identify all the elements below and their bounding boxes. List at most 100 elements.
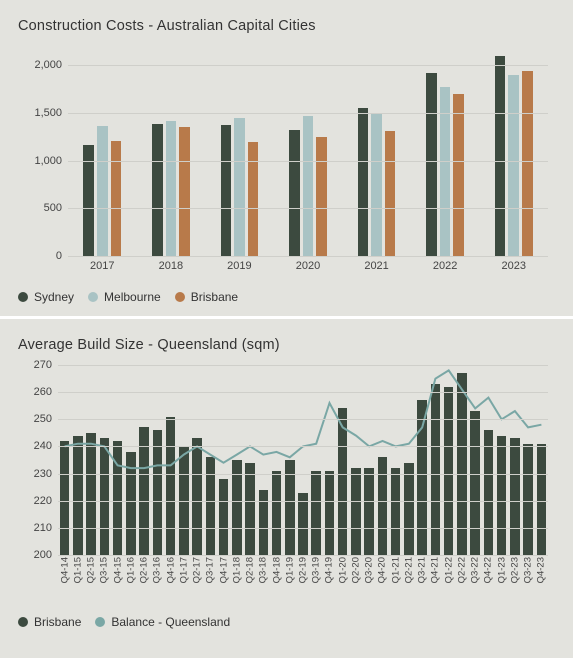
chart1-bar: [358, 108, 369, 256]
chart2-xtick: Q4-23: [536, 557, 547, 583]
chart2-xtick: Q4-22: [483, 557, 494, 583]
chart1-group: [358, 108, 396, 256]
chart2-xtick: Q4-14: [59, 557, 70, 583]
chart1-bar: [508, 75, 519, 256]
chart2-line: [58, 365, 548, 555]
legend-label: Balance - Queensland: [111, 615, 230, 629]
chart1-ytick: 500: [44, 202, 68, 214]
chart1-xtick: 2020: [296, 260, 320, 272]
legend-swatch-icon: [88, 292, 98, 302]
chart1-bar: [522, 71, 533, 256]
chart2-xtick: Q2-22: [456, 557, 467, 583]
chart1-group: [495, 56, 533, 256]
legend-item: Melbourne: [88, 290, 161, 304]
chart1-ytick: 0: [56, 250, 68, 262]
legend-label: Brisbane: [34, 615, 81, 629]
chart1-bar: [248, 142, 259, 256]
chart2-xtick: Q2-23: [509, 557, 520, 583]
chart1-bar: [426, 73, 437, 256]
chart2-xtick: Q2-20: [350, 557, 361, 583]
legend-label: Sydney: [34, 290, 74, 304]
chart1-ytick: 1,500: [34, 107, 68, 119]
chart2-xtick: Q3-17: [205, 557, 216, 583]
chart2-legend: Brisbane Balance - Queensland: [18, 615, 555, 629]
chart1-bar: [166, 121, 177, 256]
chart1-legend: Sydney Melbourne Brisbane: [18, 290, 555, 304]
chart1-bar: [179, 127, 190, 256]
chart1-bar: [289, 130, 300, 256]
chart2-xtick: Q2-15: [86, 557, 97, 583]
chart1-bars: [68, 46, 548, 256]
chart2-ytick: 260: [34, 386, 58, 398]
chart2-plot: 200210220230240250260270: [58, 365, 548, 555]
chart1-bar: [495, 56, 506, 256]
chart2-ytick: 200: [34, 549, 58, 561]
chart1-ytick: 2,000: [34, 59, 68, 71]
chart2-xtick: Q3-20: [364, 557, 375, 583]
legend-swatch-icon: [95, 617, 105, 627]
chart2-xtick: Q3-19: [311, 557, 322, 583]
chart1-xtick: 2021: [364, 260, 388, 272]
chart1-ytick: 1,000: [34, 155, 68, 167]
chart2-xtick: Q4-20: [377, 557, 388, 583]
chart2-title: Average Build Size - Queensland (sqm): [18, 337, 555, 353]
chart2-xtick: Q3-23: [523, 557, 534, 583]
chart2-xtick: Q1-22: [443, 557, 454, 583]
chart2-xtick: Q3-16: [152, 557, 163, 583]
chart2-xtick: Q1-18: [231, 557, 242, 583]
chart1-group: [83, 126, 121, 256]
chart1-title: Construction Costs - Australian Capital …: [18, 18, 555, 34]
chart2-xtick: Q2-18: [245, 557, 256, 583]
chart1-xlabels: 2017 2018 2019 2020 2021 2022 2023: [68, 256, 548, 276]
chart2-ytick: 270: [34, 359, 58, 371]
chart1-bar: [152, 124, 163, 256]
chart1-bar: [234, 118, 245, 256]
chart2-ytick: 240: [34, 440, 58, 452]
chart2-xtick: Q2-17: [192, 557, 203, 583]
legend-item: Balance - Queensland: [95, 615, 230, 629]
chart2-ytick: 250: [34, 413, 58, 425]
chart2-xtick: Q2-16: [139, 557, 150, 583]
legend-swatch-icon: [18, 292, 28, 302]
panel-construction-costs: Construction Costs - Australian Capital …: [0, 0, 573, 316]
panel-build-size: Average Build Size - Queensland (sqm) 20…: [0, 316, 573, 641]
chart1-xtick: 2019: [227, 260, 251, 272]
chart1-bar: [316, 137, 327, 256]
chart1-xtick: 2018: [159, 260, 183, 272]
chart2-xtick: Q1-19: [284, 557, 295, 583]
chart1-xtick: 2022: [433, 260, 457, 272]
chart2-ytick: 230: [34, 468, 58, 480]
chart1-group: [221, 118, 259, 256]
chart2-xtick: Q3-22: [470, 557, 481, 583]
chart2-ytick: 210: [34, 522, 58, 534]
chart1-plot: 05001,0001,5002,000: [68, 46, 548, 256]
chart2-xtick: Q2-19: [298, 557, 309, 583]
chart2-xtick: Q4-18: [271, 557, 282, 583]
legend-swatch-icon: [18, 617, 28, 627]
chart1-bar: [83, 145, 94, 256]
chart2-xtick: Q1-16: [125, 557, 136, 583]
legend-swatch-icon: [175, 292, 185, 302]
chart1-bar: [97, 126, 108, 256]
chart1-group: [289, 116, 327, 256]
chart2-xtick: Q4-19: [324, 557, 335, 583]
chart2-xtick: Q3-18: [258, 557, 269, 583]
chart2-xtick: Q3-15: [99, 557, 110, 583]
chart1-wrap: 05001,0001,5002,000 20172018201920202021…: [18, 46, 555, 276]
chart2-xtick: Q1-23: [496, 557, 507, 583]
chart2-ytick: 220: [34, 495, 58, 507]
chart1-bar: [453, 94, 464, 256]
chart1-xtick: 2023: [501, 260, 525, 272]
chart2-xtick: Q1-21: [390, 557, 401, 583]
chart1-xtick: 2017: [90, 260, 114, 272]
chart1-bar: [303, 116, 314, 256]
legend-label: Brisbane: [191, 290, 238, 304]
chart2-xtick: Q4-17: [218, 557, 229, 583]
chart2-wrap: 200210220230240250260270 Q4-14Q1-15Q2-15…: [18, 365, 555, 601]
chart1-group: [426, 73, 464, 256]
legend-item: Sydney: [18, 290, 74, 304]
chart1-group: [152, 121, 190, 256]
chart1-bar: [111, 141, 122, 256]
legend-item: Brisbane: [18, 615, 81, 629]
chart2-xtick: Q4-15: [112, 557, 123, 583]
